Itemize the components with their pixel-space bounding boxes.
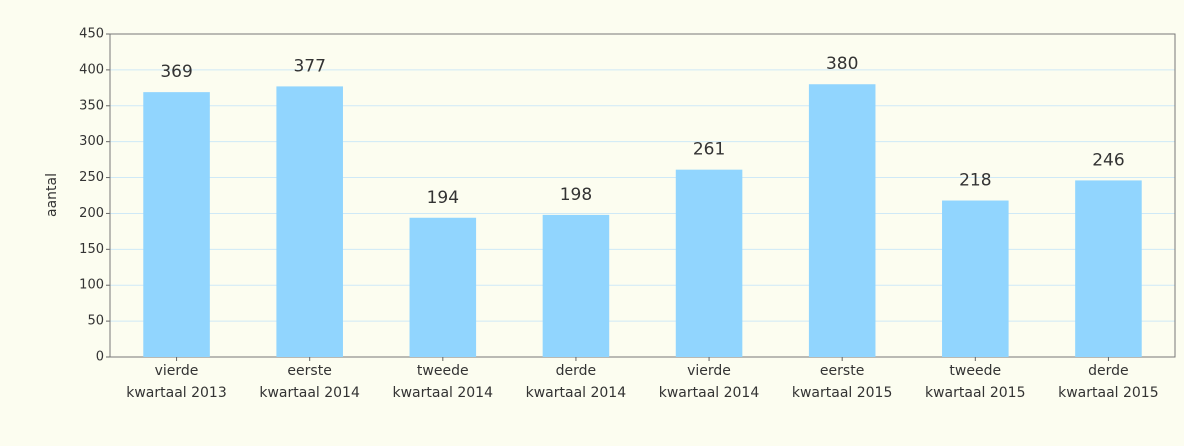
y-tick-label: 350	[79, 98, 104, 113]
x-tick-label: vierde kwartaal 2013	[126, 363, 227, 401]
x-tick-label: eerste kwartaal 2014	[259, 363, 360, 401]
x-tick-label: tweede kwartaal 2014	[392, 363, 493, 401]
y-tick-label: 250	[79, 170, 104, 185]
y-tick-label: 400	[79, 62, 104, 77]
plot-border	[109, 33, 1176, 358]
value-label: 198	[560, 185, 592, 205]
y-tick-label: 200	[79, 206, 104, 221]
y-tick-label: 50	[87, 314, 104, 329]
value-label: 380	[826, 54, 858, 74]
bar	[542, 214, 610, 357]
bar	[276, 86, 343, 358]
value-label: 246	[1092, 150, 1124, 170]
y-tick-label: 300	[79, 134, 104, 149]
x-tick-label: derde kwartaal 2015	[1058, 363, 1159, 401]
bar	[409, 217, 477, 357]
x-tick-label: eerste kwartaal 2015	[791, 363, 893, 401]
x-tick-label: tweede kwartaal 2015	[924, 363, 1026, 401]
plot-area	[110, 34, 1175, 357]
y-tick-label: 150	[79, 242, 104, 257]
y-tick-label: 450	[79, 27, 104, 42]
bar	[1075, 180, 1142, 357]
bar	[808, 84, 876, 357]
x-tick-label: derde kwartaal 2014	[525, 363, 627, 401]
bar	[942, 200, 1009, 357]
y-tick-label: 0	[96, 350, 104, 365]
value-label: 218	[959, 171, 991, 191]
bar	[675, 169, 743, 357]
y-tick-label: 100	[79, 278, 104, 293]
value-label: 369	[160, 62, 192, 82]
value-label: 377	[293, 56, 325, 76]
value-label: 194	[427, 188, 459, 208]
bar	[143, 92, 210, 357]
x-tick-label: vierde kwartaal 2014	[658, 363, 760, 401]
value-label: 261	[693, 140, 725, 160]
y-axis-label: aantal	[44, 173, 60, 217]
